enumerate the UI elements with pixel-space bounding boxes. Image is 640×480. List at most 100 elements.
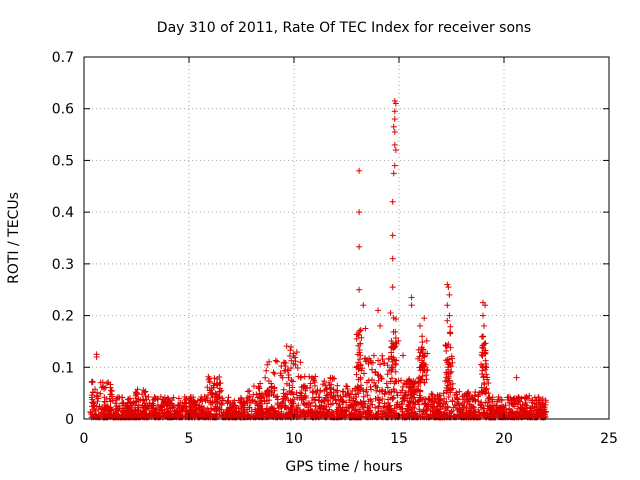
data-point	[207, 398, 214, 405]
data-point	[287, 404, 294, 411]
data-point	[294, 365, 301, 372]
data-point	[277, 370, 284, 377]
data-point	[209, 413, 216, 420]
data-point	[218, 387, 225, 394]
data-point	[270, 409, 277, 416]
data-point	[186, 409, 193, 416]
data-point	[241, 401, 248, 408]
data-point	[218, 400, 225, 407]
data-point	[423, 337, 430, 344]
data-point	[287, 347, 294, 354]
data-point	[193, 401, 200, 408]
x-tick-label: 20	[495, 431, 513, 447]
data-point-spike	[356, 209, 363, 216]
data-point	[120, 399, 127, 406]
data-point	[259, 408, 266, 415]
x-tick-label: 5	[185, 431, 194, 447]
data-point-spike	[392, 147, 399, 154]
data-point	[275, 404, 282, 411]
data-point	[203, 395, 210, 402]
data-point-spike	[391, 141, 398, 148]
plot-frame	[83, 56, 610, 420]
data-point	[285, 374, 292, 381]
y-tick-label: 0.6	[52, 102, 74, 118]
data-point	[234, 410, 241, 417]
data-point	[211, 380, 218, 387]
data-point	[229, 413, 236, 420]
data-point	[151, 396, 158, 403]
data-point	[289, 399, 296, 406]
data-point	[334, 387, 341, 394]
data-point	[255, 385, 262, 392]
data-point	[108, 388, 115, 395]
data-point	[165, 408, 172, 415]
data-point	[447, 323, 454, 330]
data-point	[290, 360, 297, 367]
data-point	[256, 407, 263, 414]
data-point	[370, 352, 377, 359]
data-point-spike	[444, 302, 451, 309]
data-point	[186, 403, 193, 410]
axes: 0 5 10 15 20 25 0 0.1 0.2 0.3 0.4 0.5 0.6 0.7	[52, 50, 618, 447]
data-point	[256, 390, 263, 397]
data-point-spike	[391, 116, 398, 123]
data-point-spike	[356, 286, 363, 293]
y-tick-label: 0.2	[52, 309, 74, 325]
data-point	[262, 374, 269, 381]
data-point	[286, 352, 293, 359]
data-point	[447, 330, 454, 337]
data-point	[190, 394, 197, 401]
x-tick-label: 0	[80, 431, 89, 447]
data-point-spike	[391, 162, 398, 169]
data-point	[290, 396, 297, 403]
data-point	[99, 405, 106, 412]
data-point	[216, 406, 223, 413]
data-point	[244, 388, 251, 395]
data-point	[278, 372, 285, 379]
x-axis-title: GPS time / hours	[285, 459, 402, 475]
data-point-spike	[408, 294, 415, 301]
data-point	[266, 388, 273, 395]
data-point	[284, 391, 291, 398]
data-point-spike	[419, 333, 426, 340]
data-point	[89, 396, 96, 403]
data-point	[472, 389, 479, 396]
data-point	[257, 380, 264, 387]
data-point	[100, 383, 107, 390]
data-point-spike	[375, 307, 381, 314]
data-point	[182, 405, 189, 412]
data-point	[271, 405, 278, 412]
data-point	[372, 404, 379, 411]
data-point	[273, 394, 280, 401]
data-point-spike	[356, 243, 363, 250]
data-point	[165, 395, 172, 402]
data-point	[204, 384, 211, 391]
y-tick-label: 0.4	[52, 205, 74, 221]
data-point	[92, 412, 99, 419]
data-point	[205, 373, 212, 380]
data-point	[166, 399, 173, 406]
data-point	[485, 380, 492, 387]
data-point	[135, 407, 142, 414]
data-point	[131, 406, 138, 413]
data-point	[177, 399, 184, 406]
data-point	[119, 405, 126, 412]
data-point	[208, 386, 215, 393]
data-point	[135, 396, 142, 403]
data-point	[460, 396, 467, 403]
data-point	[97, 379, 104, 386]
data-point	[97, 390, 104, 397]
data-point	[272, 357, 279, 364]
data-point	[236, 399, 243, 406]
data-point	[116, 405, 123, 412]
data-point	[245, 394, 252, 401]
data-point	[288, 388, 295, 395]
data-point-spike	[417, 322, 423, 329]
data-point-spike	[390, 170, 397, 177]
data-point-spike	[360, 302, 367, 309]
data-point-spike	[389, 255, 396, 262]
data-point	[237, 396, 244, 403]
data-point	[495, 393, 502, 400]
data-point	[170, 394, 177, 401]
chart-title: Day 310 of 2011, Rate Of TEC Index for r…	[157, 20, 531, 36]
